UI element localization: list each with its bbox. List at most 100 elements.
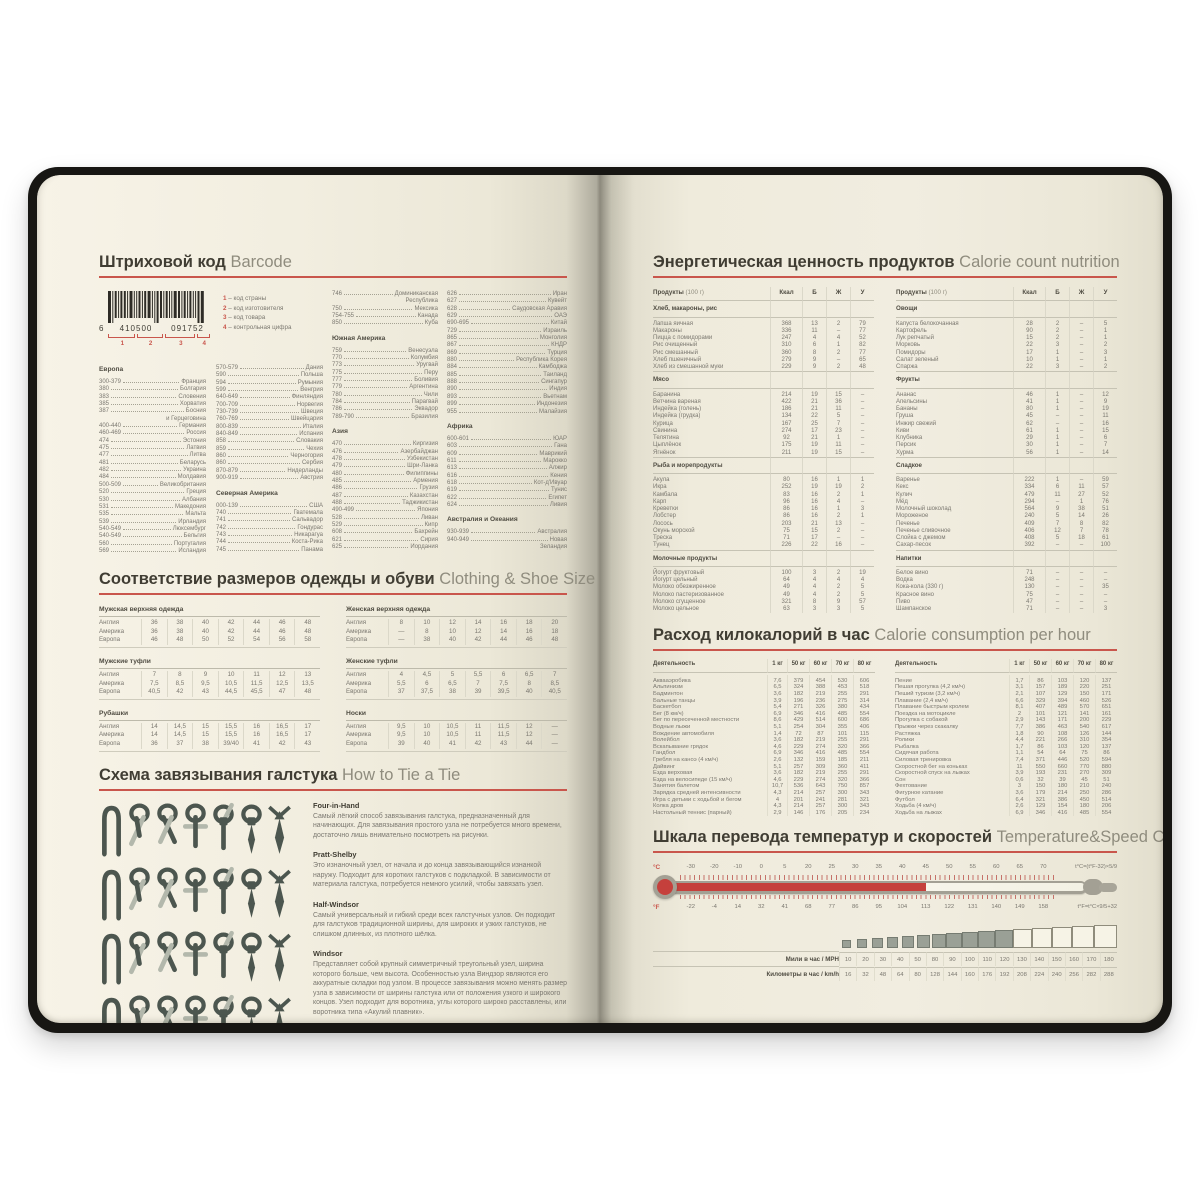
tie-step-icon bbox=[155, 993, 180, 1023]
nutrition-item-value: 564 bbox=[1013, 506, 1045, 514]
calorie-value: 485 bbox=[831, 750, 853, 757]
nutrition-category-spacer bbox=[1013, 371, 1045, 389]
calorie-value: 179 bbox=[1029, 789, 1051, 797]
country-name: Узбекистан bbox=[406, 455, 438, 462]
dot-leader bbox=[344, 358, 409, 360]
nutrition-item-value: – bbox=[1069, 335, 1093, 343]
calorie-value: 380 bbox=[831, 704, 853, 711]
calorie-value: 450 bbox=[1073, 796, 1095, 804]
calorie-value: 255 bbox=[831, 691, 853, 698]
country-name: Ливия bbox=[549, 501, 567, 508]
calorie-activity-name: Езда на велосипеде (15 км/ч) bbox=[653, 776, 733, 783]
country-code-row: 603 Гана bbox=[447, 443, 567, 450]
calorie-value: 255 bbox=[831, 737, 853, 744]
nutrition-item-value: 28 bbox=[1013, 317, 1045, 328]
tie-knot-name: Half-Windsor bbox=[313, 899, 359, 909]
country-code-row: 800-839 Италия bbox=[216, 424, 323, 431]
calorie-value: 221 bbox=[1029, 737, 1051, 744]
nutrition-item-value: – bbox=[1069, 474, 1093, 485]
nutrition-header-col: Б bbox=[802, 287, 826, 302]
calorie-value: 266 bbox=[1051, 737, 1073, 744]
country-code-row: 529 Кипр bbox=[332, 522, 438, 529]
calorie-value: 321 bbox=[1029, 796, 1051, 804]
calorie-activity-name: Пение bbox=[895, 677, 913, 684]
calorie-value: 366 bbox=[853, 776, 875, 784]
nutrition-item-value: 26 bbox=[1093, 513, 1117, 521]
barcode-title-en: Barcode bbox=[230, 253, 292, 271]
nutrition-item-value: 1 bbox=[826, 342, 850, 350]
size-table-title: Мужские туфли bbox=[99, 655, 320, 670]
calorie-value: 291 bbox=[853, 691, 875, 698]
nutrition-item-name: Ветчина вареная bbox=[653, 398, 701, 405]
nutrition-item-value: 1 bbox=[1045, 356, 1069, 364]
calorie-value: 770 bbox=[1073, 763, 1095, 771]
tie-step-icon bbox=[239, 929, 264, 986]
nutrition-category-spacer bbox=[1045, 456, 1069, 474]
calorie-value: 8,6 bbox=[767, 717, 787, 724]
nutrition-item-value: – bbox=[1045, 606, 1069, 614]
nutrition-item-value: 86 bbox=[770, 513, 802, 521]
fahrenheit-ticks: -22 -4 14 32 41 68 77 86 95 104 113 122 131 140 149 158 bbox=[679, 904, 1055, 910]
country-code: 775 bbox=[332, 369, 343, 376]
nutrition-item-value: 21 bbox=[802, 520, 826, 528]
nutrition-item-value: 75 bbox=[770, 527, 802, 535]
thermometer-endcap bbox=[1083, 879, 1103, 896]
country-code-row: 865 Монголия bbox=[447, 335, 567, 342]
speed-kmh-value: 192 bbox=[995, 967, 1013, 982]
nutrition-item-name: Морковь bbox=[896, 342, 921, 349]
speed-mph-value: 80 bbox=[925, 952, 944, 967]
calorie-value: 137 bbox=[1095, 674, 1117, 685]
dot-leader bbox=[344, 466, 406, 468]
country-name: Тунис bbox=[551, 487, 567, 494]
country-name: Аргентина bbox=[409, 384, 438, 391]
country-code-row: 777 Боливия bbox=[332, 377, 438, 384]
nutrition-item-value: – bbox=[850, 427, 874, 435]
tie-step-icon bbox=[155, 801, 180, 858]
size-table-row: Европа 39 40 41 42 43 44— bbox=[346, 740, 567, 749]
speed-square bbox=[1051, 927, 1073, 949]
calorie-value: 154 bbox=[1051, 803, 1073, 810]
speed-square bbox=[872, 937, 883, 949]
country-code: 930-939 bbox=[447, 529, 470, 536]
nutrition-section-title: Энергетическая ценность продуктов Calori… bbox=[653, 253, 1120, 278]
dot-leader bbox=[459, 490, 549, 492]
size-value: 8,5 bbox=[166, 679, 193, 689]
country-name: США bbox=[309, 502, 323, 509]
country-name: Маврикий bbox=[539, 450, 567, 457]
size-value: 14,5 bbox=[166, 731, 193, 740]
tie-knot-name: Windsor bbox=[313, 949, 343, 959]
nutrition-item-value: 83 bbox=[770, 491, 802, 499]
calorie-activity-name: Альпинизм bbox=[653, 684, 683, 691]
tie-step-icon bbox=[239, 865, 264, 922]
tie-step-icon bbox=[183, 801, 208, 858]
calorie-value: 520 bbox=[1073, 756, 1095, 764]
tie-section-title: Схема завязывания галстука How to Tie a … bbox=[99, 766, 567, 791]
country-name: Македония bbox=[174, 503, 206, 510]
country-name: Босния bbox=[185, 408, 206, 415]
dot-leader bbox=[459, 294, 551, 295]
country-name: Россия bbox=[186, 430, 206, 437]
legend-number: 3 bbox=[223, 314, 227, 322]
size-value: 5,5 bbox=[464, 671, 491, 680]
calorie-activity-name: Аквааэробика bbox=[653, 677, 691, 684]
nutrition-item-value: 17 bbox=[802, 427, 826, 435]
nutrition-item-value: 1 bbox=[1045, 427, 1069, 435]
dot-leader bbox=[240, 419, 289, 421]
country-code-row: 888 Сингапур bbox=[447, 379, 567, 386]
country-name: Швейцария bbox=[290, 416, 323, 423]
size-value: 44 bbox=[490, 636, 516, 646]
country-code: 474 bbox=[99, 437, 110, 444]
nutrition-item-value: 41 bbox=[1013, 398, 1045, 406]
country-code-row: 470 Киргизия bbox=[332, 441, 438, 448]
nutrition-item-value: 4 bbox=[850, 577, 874, 585]
speed-mph-value: 150 bbox=[1047, 952, 1065, 967]
size-value: 37,5 bbox=[413, 688, 440, 697]
nutrition-item-value: 11 bbox=[1093, 413, 1117, 421]
calorie-value: 210 bbox=[1073, 783, 1095, 790]
calorie-value: 5,1 bbox=[767, 763, 787, 771]
country-code-row: 760-769 Швейцария bbox=[216, 416, 323, 423]
country-name: Кипр bbox=[424, 521, 438, 528]
size-value: 10 bbox=[217, 671, 244, 680]
nutrition-item-name: Капуста белокочанная bbox=[896, 320, 959, 327]
calorie-value: 6,9 bbox=[767, 750, 787, 757]
